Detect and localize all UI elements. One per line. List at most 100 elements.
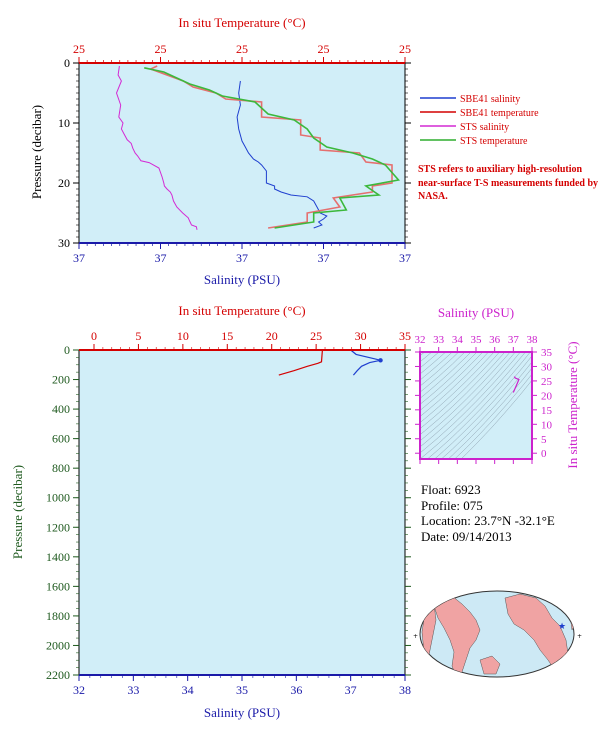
ts-isopycnal [420,352,521,454]
ts-isopycnal [420,352,516,448]
ts-isopycnal [420,235,532,350]
ts-temp-tick-label: 35 [541,347,553,359]
full-profile-panel: 0 5 10 15 20 25 30 35 32 33 34 35 36 37 38 0 200 400 600… [10,303,411,720]
bottom-sal-tick-label: 36 [290,683,302,697]
top-series-sts-temperature [144,67,401,229]
bottom-temp-tick-label: 25 [310,329,322,343]
ts-sal-tick-label: 32 [415,334,426,346]
top-sal-tick-label: 37 [155,251,167,265]
bottom-pressure-tick-label: 2000 [46,638,70,652]
bottom-temp-tick-label: 0 [91,329,97,343]
ts-isopycnal [447,367,532,459]
ts-sal-tick-label: 36 [489,334,501,346]
top-profile-panel: 25 25 25 25 25 37 37 37 37 37 0 10 20 30 In situ Te… [29,15,539,287]
ts-temp-tick-label: 0 [541,448,547,460]
date: Date: 09/14/2013 [421,528,512,544]
top-temp-tick-label: 25 [318,42,330,56]
bottom-sal-tick-label: 32 [73,683,85,697]
bottom-temp-tick-label: 15 [221,329,233,343]
ts-isopycnal [420,352,446,375]
ts-temp-tick-label: 25 [541,376,553,388]
top-temp-tick-label: 25 [399,42,411,56]
bottom-pressure-tick-label: 800 [52,461,70,475]
ts-isopycnal [420,222,532,337]
bottom-pressure-tick-label: 1000 [46,491,70,505]
top-temp-tick-label: 25 [73,42,85,56]
float-info-block: Float: 6923 Profile: 075 Location: 23.7°… [421,482,555,544]
bottom-pressure-tick-label: 1800 [46,609,70,623]
top-series-sbe41-temperature [148,65,393,229]
top-pressure-tick-label: 0 [64,56,70,70]
legend-label: STS temperature [460,136,528,147]
top-sal-tick-label: 37 [73,251,85,265]
profile-number: Profile: 075 [421,497,483,513]
bottom-temp-tick-label: 5 [135,329,141,343]
bottom-salinity-marker [378,358,383,363]
bottom-sal-tick-label: 37 [345,683,357,697]
bottom-salinity-line [350,349,381,376]
ts-sal-tick-label: 34 [452,334,464,346]
top-sal-tick-label: 37 [399,251,411,265]
top-temp-tick-label: 25 [155,42,167,56]
ts-isopycnal [420,352,526,459]
top-salinity-axis-title: Salinity (PSU) [204,272,280,287]
bottom-pressure-tick-label: 1600 [46,579,70,593]
bottom-pressure-tick-label: 0 [64,343,70,357]
ts-sal-tick-label: 38 [527,334,539,346]
top-pressure-tick-label: 30 [58,236,70,250]
location: Location: 23.7°N -32.1°E [421,513,555,528]
bottom-temp-tick-label: 20 [266,329,278,343]
top-series-sts-salinity [115,65,198,230]
bottom-temp-tick-label: 35 [399,329,411,343]
bottom-sal-tick-label: 34 [182,683,194,697]
bottom-sal-tick-label: 35 [236,683,248,697]
ts-isopycnal [420,352,489,417]
bottom-pressure-tick-label: 2200 [46,668,70,682]
legend-label: STS salinity [460,122,509,133]
ts-isopycnal [427,352,531,459]
ts-profile-line [512,376,520,393]
map-float-marker-icon: ★ [558,622,566,632]
bottom-temp-tick-label: 10 [177,329,189,343]
bottom-salinity-axis-title: Salinity (PSU) [204,705,280,720]
float-id: Float: 6923 [421,482,481,497]
top-temp-tick-label: 25 [236,42,248,56]
ts-sal-tick-label: 37 [508,334,520,346]
ts-isopycnal [434,355,532,459]
ts-temperature-axis-title: In situ Temperature (°C) [565,341,580,468]
bottom-temp-tick-label: 30 [355,329,367,343]
top-series-sbe41-salinity [236,80,328,229]
ts-isopycnal [420,228,532,343]
map-left-tick-icon: + [413,633,418,640]
top-legend: SBE41 salinity SBE41 temperature STS salin… [420,94,539,147]
bottom-pressure-axis-title: Pressure (decibar) [10,465,25,559]
bottom-plot-area [79,350,405,675]
top-sal-tick-label: 37 [236,251,248,265]
bottom-pressure-tick-label: 600 [52,432,70,446]
ts-isopycnal [420,352,511,441]
ts-isopycnal [441,361,532,459]
bottom-temperature-line [278,349,323,376]
ts-sal-tick-label: 35 [471,334,483,346]
bottom-sal-tick-label: 33 [127,683,139,697]
ts-isopycnal [420,352,484,411]
sts-note: STS refers to auxiliary high-resolution … [418,164,599,202]
ts-isopycnal [420,352,459,387]
ts-isopycnal [420,352,495,423]
ts-salinity-axis-title: Salinity (PSU) [438,305,514,320]
top-pressure-axis-title: Pressure (decibar) [29,105,44,199]
map-right-tick-icon: + [577,633,582,640]
world-map: ★ + + [413,590,582,678]
bottom-pressure-tick-label: 1400 [46,550,70,564]
top-sal-tick-label: 37 [318,251,330,265]
top-pressure-tick-label: 10 [58,116,70,130]
top-pressure-tick-label: 20 [58,176,70,190]
bottom-temperature-axis-title: In situ Temperature (°C) [178,303,305,318]
ts-isopycnal [420,352,472,399]
legend-label: SBE41 salinity [460,94,520,105]
ts-isopycnal [420,352,466,393]
t-s-diagram-panel: 32 33 34 35 36 37 38 0 5 10 15 20 25 30 35 Salinity (… [415,222,581,469]
bottom-pressure-tick-label: 1200 [46,520,70,534]
ts-temp-tick-label: 10 [541,419,553,431]
legend-label: SBE41 temperature [460,108,539,119]
